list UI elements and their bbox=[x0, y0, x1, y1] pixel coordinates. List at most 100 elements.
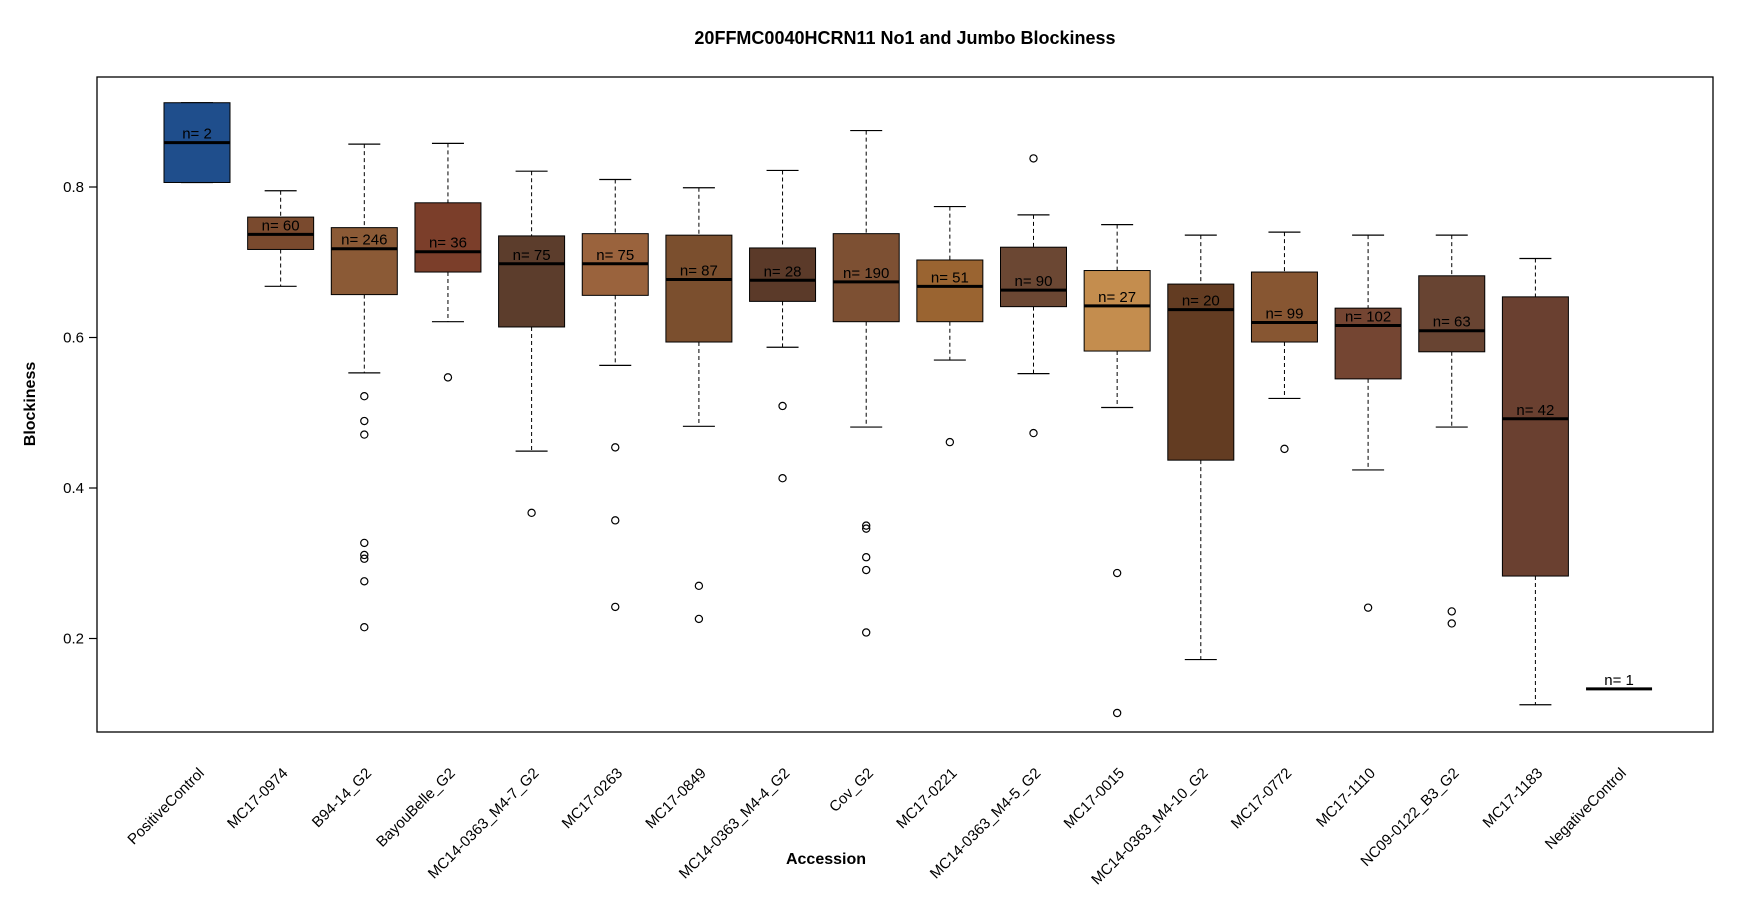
box-group: n= 90 bbox=[1000, 154, 1067, 438]
outlier-point bbox=[778, 474, 787, 483]
sample-size-label: n= 51 bbox=[931, 269, 969, 286]
x-tick-label: Cov_G2 bbox=[826, 765, 877, 816]
box-iqr bbox=[1250, 271, 1318, 343]
box-iqr bbox=[414, 202, 482, 273]
outlier-point bbox=[862, 628, 871, 637]
sample-size-label: n= 87 bbox=[680, 263, 718, 280]
x-tick-label: NegativeControl bbox=[1542, 765, 1630, 853]
box-iqr bbox=[330, 227, 398, 296]
outlier-point bbox=[862, 521, 871, 530]
outlier-point bbox=[1363, 603, 1373, 612]
box-iqr bbox=[1000, 246, 1067, 308]
y-axis: 0.2 0.4 0.6 0.8 bbox=[63, 179, 97, 648]
sample-size-label: n= 27 bbox=[1098, 289, 1136, 306]
sample-size-label: n= 28 bbox=[764, 263, 802, 280]
box-iqr bbox=[916, 259, 984, 323]
y-tick-label: 0.2 bbox=[63, 631, 84, 648]
x-tick-label: B94-14_G2 bbox=[309, 765, 375, 831]
outlier-point bbox=[694, 581, 704, 591]
box-iqr bbox=[1167, 283, 1235, 461]
outlier-point bbox=[1029, 154, 1038, 163]
y-tick-label: 0.4 bbox=[63, 480, 84, 497]
box-iqr bbox=[1334, 307, 1402, 380]
sample-size-label: n= 99 bbox=[1265, 306, 1303, 323]
outlier-point bbox=[360, 430, 369, 439]
outlier-point bbox=[1447, 607, 1456, 616]
box-group: n= 190 bbox=[832, 129, 900, 637]
box-group: n= 42 bbox=[1501, 257, 1569, 706]
x-tick-label: MC17-1110 bbox=[1313, 765, 1379, 831]
x-tick-label: MC17-0772 bbox=[1228, 765, 1295, 832]
box-group: n= 36 bbox=[414, 142, 482, 382]
box-iqr bbox=[1418, 275, 1486, 353]
box-iqr bbox=[665, 234, 733, 343]
sample-size-label: n= 246 bbox=[341, 232, 387, 249]
box-group: n= 63 bbox=[1418, 234, 1486, 628]
box-group: n= 75 bbox=[581, 178, 649, 612]
box-iqr bbox=[749, 247, 817, 302]
box-group: n= 28 bbox=[749, 169, 817, 483]
outlier-point bbox=[443, 373, 453, 382]
sample-size-label: n= 42 bbox=[1516, 402, 1554, 419]
box-group: n= 87 bbox=[665, 187, 733, 624]
outlier-point bbox=[527, 508, 536, 518]
outlier-point bbox=[1280, 444, 1289, 454]
outlier-point bbox=[778, 401, 787, 411]
x-tick-label: MC17-1183 bbox=[1480, 765, 1547, 832]
box-group: n= 246 bbox=[330, 143, 398, 632]
y-axis-title: Blockiness bbox=[22, 362, 39, 447]
sample-size-label: n= 90 bbox=[1015, 273, 1053, 290]
outlier-point bbox=[1112, 708, 1122, 718]
outlier-point bbox=[611, 516, 620, 525]
box-group: n= 60 bbox=[247, 190, 315, 287]
y-tick-label: 0.8 bbox=[63, 179, 84, 196]
x-tick-label: MC17-0263 bbox=[559, 765, 626, 832]
outlier-point bbox=[360, 577, 369, 586]
sample-size-label: n= 102 bbox=[1345, 309, 1391, 326]
sample-size-label: n= 36 bbox=[429, 235, 467, 252]
outlier-point bbox=[1112, 568, 1122, 578]
outlier-point bbox=[360, 550, 369, 560]
outlier-point bbox=[1447, 619, 1456, 628]
y-tick-label: 0.6 bbox=[63, 330, 84, 347]
outlier-point bbox=[360, 554, 369, 563]
box-group: n= 102 bbox=[1334, 234, 1402, 612]
outlier-point bbox=[862, 553, 871, 562]
x-tick-label: MC17-0015 bbox=[1061, 765, 1128, 832]
outlier-point bbox=[360, 391, 369, 401]
outlier-point bbox=[862, 565, 871, 575]
x-tick-label: BayouBelle_G2 bbox=[373, 765, 459, 851]
sample-size-label: n= 20 bbox=[1182, 293, 1220, 310]
x-tick-label: MC17-0221 bbox=[893, 765, 960, 832]
sample-size-label: n= 2 bbox=[182, 126, 212, 143]
sample-size-label: n= 60 bbox=[262, 217, 300, 234]
x-axis-title: Accession bbox=[786, 851, 866, 868]
box-iqr bbox=[1501, 296, 1569, 577]
box-group: n= 99 bbox=[1250, 231, 1318, 454]
box-iqr bbox=[1083, 270, 1151, 352]
outlier-point bbox=[360, 623, 369, 632]
box-group: n= 20 bbox=[1167, 234, 1235, 661]
box-iqr bbox=[832, 233, 900, 323]
x-axis-labels: PositiveControl MC17-0974 B94-14_G2BayouBe… bbox=[124, 765, 1629, 888]
x-tick-label: PositiveControl bbox=[124, 765, 207, 848]
sample-size-label: n= 75 bbox=[596, 247, 634, 264]
box-group: n= 27 bbox=[1083, 224, 1151, 718]
box-iqr bbox=[498, 235, 566, 328]
sample-size-label: n= 190 bbox=[843, 265, 889, 282]
chart-title: 20FFMC0040HCRN11 No1 and Jumbo Blockines… bbox=[694, 28, 1115, 48]
x-tick-label: MC17-0849 bbox=[642, 765, 709, 832]
outlier-point bbox=[1029, 428, 1038, 438]
box-group: n= 75 bbox=[498, 170, 566, 518]
outlier-point bbox=[945, 437, 955, 447]
box-group: n= 51 bbox=[916, 205, 984, 447]
outlier-point bbox=[694, 614, 704, 624]
outlier-point bbox=[862, 524, 871, 533]
outlier-point bbox=[611, 443, 620, 452]
plot-frame bbox=[96, 76, 1714, 733]
sample-size-label: n= 1 bbox=[1604, 672, 1634, 689]
outlier-point bbox=[360, 538, 369, 548]
outlier-point bbox=[360, 416, 369, 426]
box-group: n= 1 bbox=[1586, 672, 1653, 691]
outlier-point bbox=[611, 602, 620, 612]
